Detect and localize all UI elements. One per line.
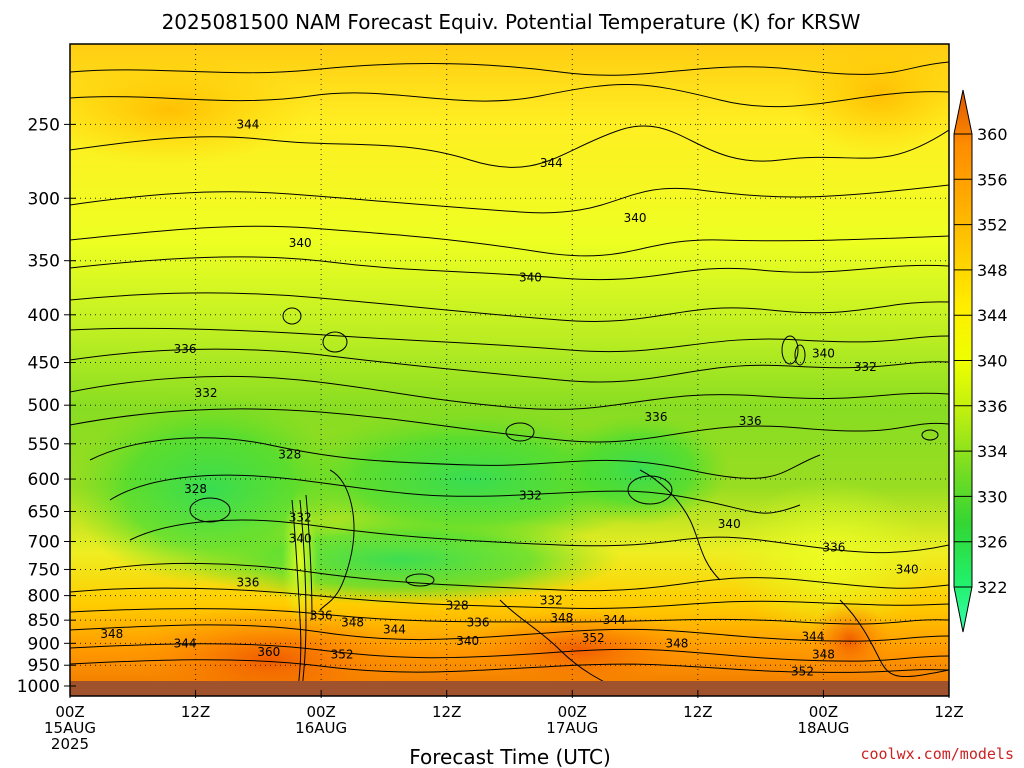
contour-lines [70,61,949,691]
contour-label: 332 [289,511,312,525]
x-tick-label: 17AUG [546,719,598,737]
plot-area: 344 344 340 340 340 336 332 340 332 336 336 328 328 3… [70,44,949,696]
contour-label: 344 [603,613,626,627]
y-tick-label: 350 [28,252,60,272]
y-tick-label: 800 [28,587,60,607]
contour-label: 332 [540,594,563,608]
credit-text: coolwx.com/models [860,745,1014,763]
x-tick-label: 12Z [683,703,712,721]
contour-label: 352 [331,647,354,661]
colorbar-tick-label: 352 [977,216,1008,235]
x-tick-label: 12Z [181,703,210,721]
contour-label: 336 [739,414,762,428]
contour-label: 336 [467,616,490,630]
orange-surface-left [130,605,410,696]
contour-label: 340 [456,634,479,648]
colorbar-ticks: 322 326 330 334 336 340 344 348 352 356 360 [954,125,1008,597]
plot-frame [69,43,950,697]
colorbar-tick-label: 326 [977,533,1008,552]
y-tick-label: 500 [28,396,60,416]
x-tick-label: 00Z [306,703,335,721]
y-axis: 250 300 350 400 450 500 550 600 650 700 750 800 850 9… [17,115,76,697]
x-tick-label: 18AUG [797,719,849,737]
x-tick-label: 16AUG [295,719,347,737]
contour-label: 340 [519,271,542,285]
contour-label: 340 [624,211,647,225]
colorbar-tick-label: 360 [977,125,1008,144]
y-tick-label: 550 [28,435,60,455]
contour-label: 336 [236,576,259,590]
x-tick-label: 00Z [55,703,84,721]
y-tick-label: 850 [28,611,60,631]
gridlines [70,44,949,696]
contour-label: 348 [665,636,688,650]
contour-label: 336 [822,540,845,554]
y-tick-label: 600 [28,470,60,490]
y-tick-label: 400 [28,306,60,326]
contour-label: 352 [791,665,814,679]
yellow-plume-right [730,480,930,640]
x-tick-label: 00Z [809,703,838,721]
contour-label: 340 [718,517,741,531]
y-tick-label: 1000 [17,677,60,697]
colorbar-tick-label: 322 [977,578,1008,597]
x-axis-label: Forecast Time (UTC) [409,745,611,768]
x-tick-label: 15AUG [44,719,96,737]
contour-label: 340 [289,236,312,250]
contour-label: 332 [519,489,542,503]
contour-label: 332 [854,360,877,374]
contour-label: 344 [802,630,825,644]
contour-label: 328 [446,599,469,613]
contour-label: 336 [174,342,197,356]
colorbar-tick-label: 336 [977,397,1008,416]
contour-label: 348 [100,627,123,641]
contour-label: 348 [550,611,573,625]
contour-label: 360 [257,645,280,659]
x-tick-label: 00Z [558,703,587,721]
colorbar-tick-label: 334 [977,442,1008,461]
contour-label: 336 [310,608,333,622]
below-ground-band [70,681,949,696]
contour-label: 344 [383,623,406,637]
contour-label: 340 [289,532,312,546]
contour-label: 328 [278,448,301,462]
colorbar-tick-label: 348 [977,261,1008,280]
y-tick-label: 950 [28,656,60,676]
contour-label: 340 [812,346,835,360]
y-tick-label: 650 [28,502,60,522]
y-tick-label: 750 [28,560,60,580]
contour-label: 336 [645,410,668,424]
upper-orange-region-right [790,44,949,155]
contour-label: 332 [195,386,218,400]
x-tick-label: 2025 [51,735,89,753]
colorbar: 322 326 330 334 336 340 344 348 352 356 360 [953,89,1008,633]
contour-label: 340 [896,562,919,576]
colorbar-tick-label: 356 [977,170,1008,189]
contour-label: 352 [582,631,605,645]
contour-label: 344 [236,117,259,131]
y-tick-label: 700 [28,533,60,553]
contour-label: 348 [341,616,364,630]
y-tick-label: 300 [28,189,60,209]
orange-surface-center [460,610,700,690]
colorbar-tick-label: 340 [977,352,1008,371]
x-tick-label: 12Z [934,703,963,721]
colorbar-tick-label: 330 [977,487,1008,506]
colorbar-tick-label: 344 [977,306,1008,325]
y-tick-label: 450 [28,354,60,374]
y-tick-label: 900 [28,634,60,654]
contour-label: 344 [540,156,563,170]
y-tick-label: 250 [28,115,60,135]
x-tick-label: 12Z [432,703,461,721]
upper-orange-region [70,55,310,165]
chart-title: 2025081500 NAM Forecast Equiv. Potential… [162,10,861,34]
green-core-lower [180,515,620,605]
contour-labels: 344 344 340 340 340 336 332 340 332 336 336 328 328 3… [100,117,919,679]
